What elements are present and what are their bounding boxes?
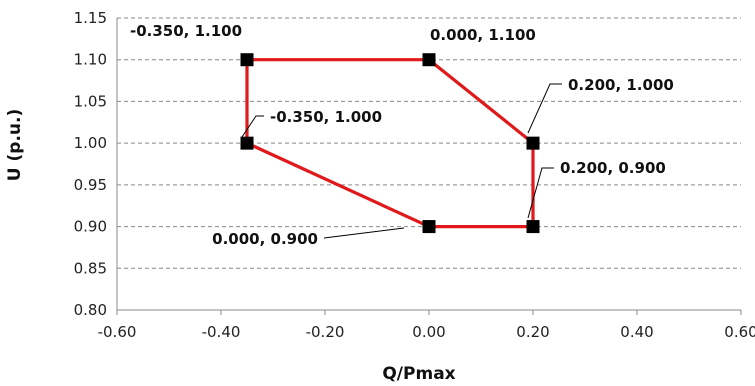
data-label: 0.000, 0.900 [212, 230, 318, 248]
data-point-marker [240, 53, 254, 67]
x-tick-label: 0.20 [516, 323, 549, 341]
data-point-marker [422, 220, 436, 234]
y-tick-label: 1.15 [74, 9, 107, 27]
data-label: 0.200, 1.000 [568, 76, 674, 94]
data-label: -0.350, 1.100 [130, 22, 242, 40]
y-tick-label: 1.00 [74, 134, 107, 152]
x-tick-label: 0.00 [412, 323, 445, 341]
label-leader-lines [241, 83, 562, 239]
y-tick-labels: 0.80 0.85 0.90 0.95 1.00 1.05 1.10 1.15 [74, 9, 107, 319]
data-series [240, 53, 540, 234]
axes [116, 18, 742, 315]
x-tick-label: 0.60 [724, 323, 755, 341]
x-tick-label: -0.20 [306, 323, 345, 341]
label-leader-line [241, 115, 264, 138]
data-label: 0.200, 0.900 [560, 159, 666, 177]
x-tick-label: 0.40 [620, 323, 653, 341]
y-tick-label: 0.95 [74, 176, 107, 194]
x-tick-label: -0.40 [202, 323, 241, 341]
label-leader-line [527, 167, 554, 219]
x-axis-title: Q/Pmax [382, 364, 455, 384]
y-tick-label: 0.80 [74, 301, 107, 319]
data-label: 0.000, 1.100 [430, 26, 536, 44]
y-axis-title: U (p.u.) [5, 109, 25, 181]
y-tick-label: 0.85 [74, 259, 107, 277]
label-leader-line [527, 83, 562, 134]
data-point-marker [526, 136, 540, 150]
y-tick-label: 0.90 [74, 218, 107, 236]
label-leader-line [323, 227, 405, 239]
y-tick-label: 1.05 [74, 92, 107, 110]
y-tick-label: 1.10 [74, 51, 107, 69]
data-point-marker [240, 136, 254, 150]
data-label: -0.350, 1.000 [270, 108, 382, 126]
data-point-marker [526, 220, 540, 234]
x-tick-label: -0.60 [98, 323, 137, 341]
x-tick-labels: -0.60 -0.40 -0.20 0.00 0.20 0.40 0.60 [98, 323, 755, 341]
data-point-marker [422, 53, 436, 67]
data-labels: -0.350, 1.100 0.000, 1.100 0.200, 1.000 0.2… [130, 22, 674, 248]
